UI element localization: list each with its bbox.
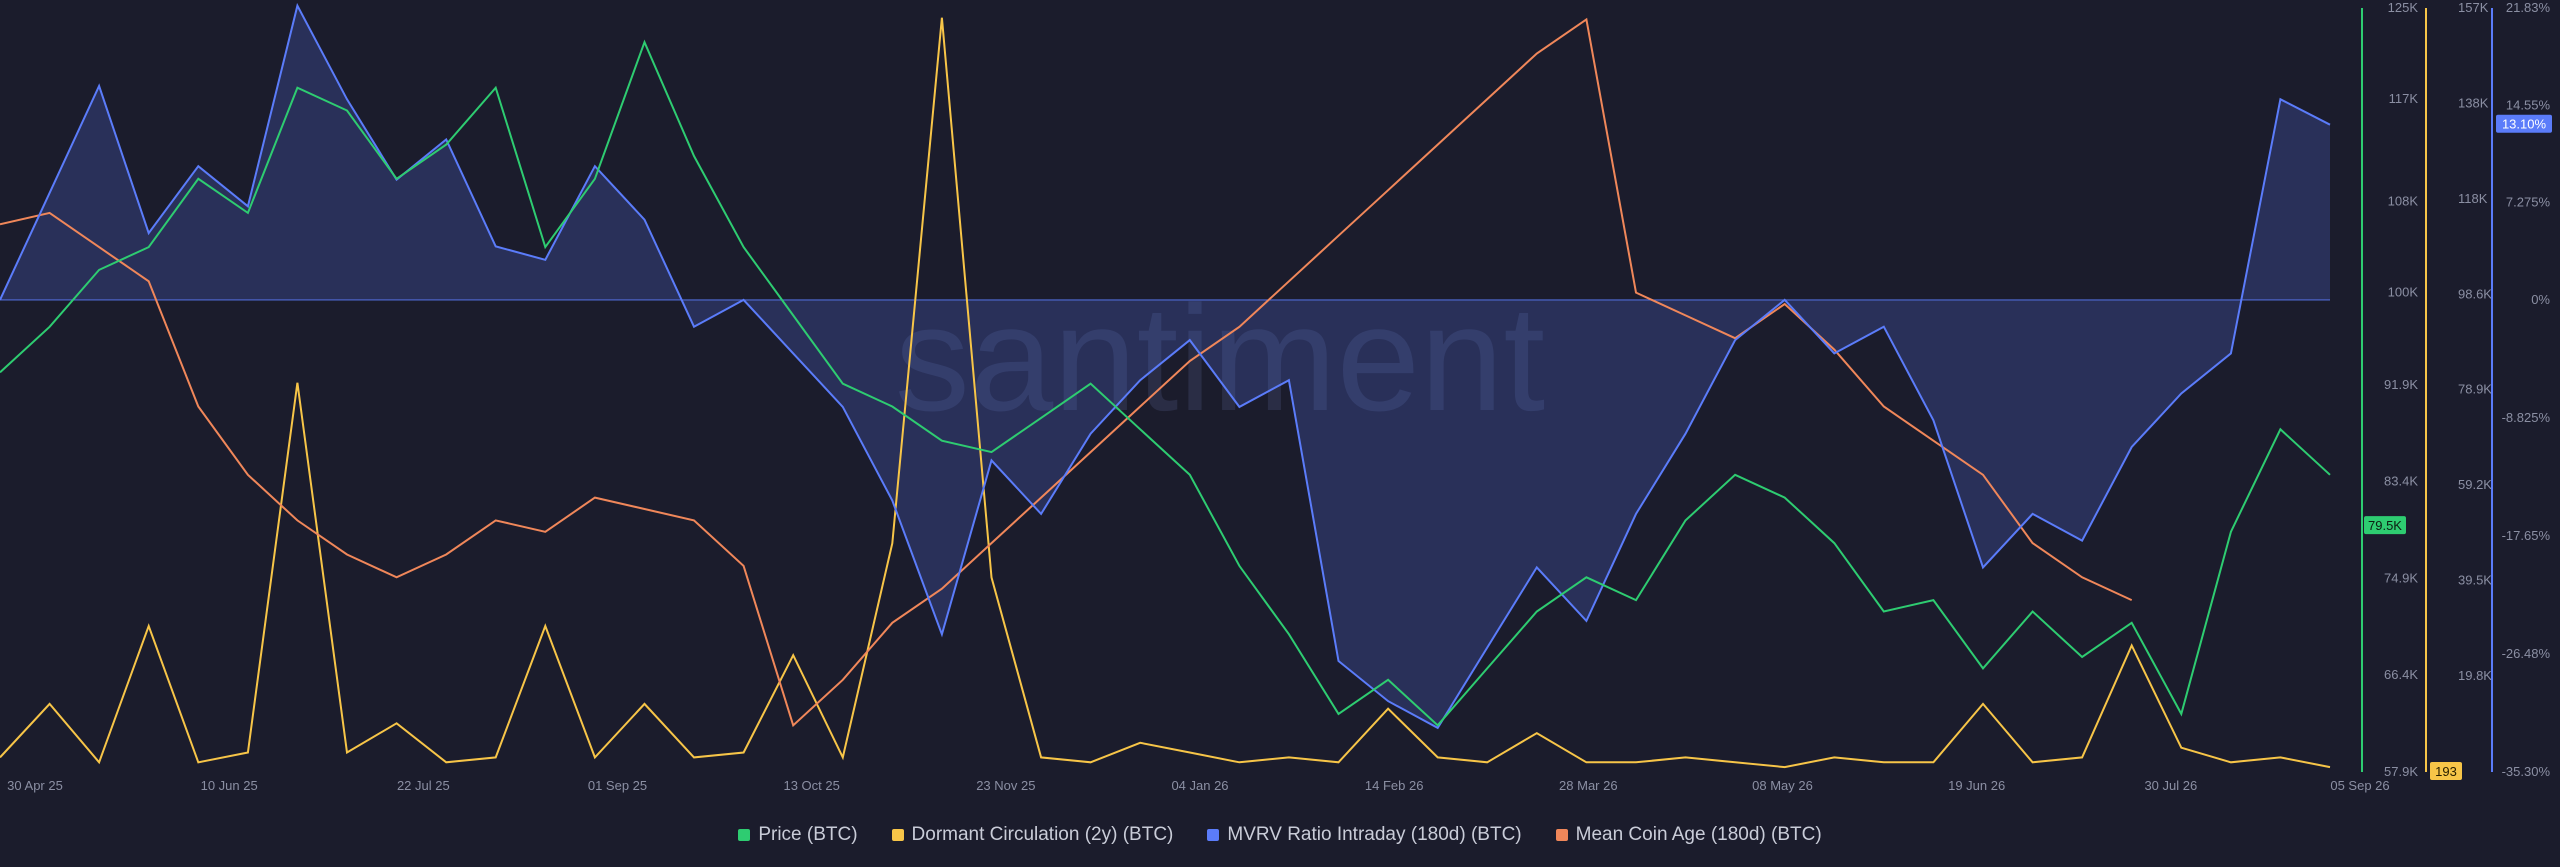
dormant-axis-tick: 118K — [2458, 191, 2488, 206]
dormant-axis-tick: 157K — [2458, 0, 2489, 15]
legend-label-dormant-circulation: Dormant Circulation (2y) (BTC) — [911, 824, 1174, 845]
mvrv-axis-tick: 21.83% — [2506, 0, 2551, 15]
mvrv-axis-tick: -26.48% — [2502, 646, 2551, 661]
legend-label-mean-coin-age: Mean Coin Age (180d) (BTC) — [1575, 824, 1822, 845]
dormant-circulation-line — [0, 17, 2331, 769]
price-axis-tick: 83.4K — [2384, 474, 2418, 489]
dormant-badge: 193 — [2435, 764, 2457, 779]
dormant-badge-bg — [2430, 762, 2462, 780]
dormant-axis-tick: 98.6K — [2458, 286, 2492, 301]
legend-item-mean-coin-age[interactable]: Mean Coin Age (180d) (BTC) — [1555, 824, 1822, 846]
x-axis-tick: 14 Feb 26 — [1365, 778, 1424, 793]
x-axis-tick: 30 Apr 25 — [7, 778, 63, 793]
legend-label-price: Price (BTC) — [758, 824, 858, 845]
mvrv-axis-tick: -17.65% — [2502, 528, 2551, 543]
price-axis-tick: 125K — [2388, 0, 2419, 15]
price-axis-tick: 74.9K — [2384, 570, 2418, 585]
legend-swatch-price — [738, 829, 751, 841]
mvrv-badge: 13.10% — [2502, 117, 2547, 132]
x-axis-tick: 08 May 26 — [1752, 778, 1813, 793]
legend-item-price[interactable]: Price (BTC) — [738, 824, 858, 846]
dormant-axis-tick: 19.8K — [2458, 668, 2492, 683]
mvrv-badge-bg — [2496, 114, 2552, 133]
dormant-axis-tick: 39.5K — [2458, 573, 2492, 588]
x-axis-tick: 04 Jan 26 — [1171, 778, 1228, 793]
x-axis-tick: 19 Jun 26 — [1948, 778, 2005, 793]
legend-swatch-dormant-circulation — [891, 829, 904, 841]
x-axis-tick: 28 Mar 26 — [1559, 778, 1618, 793]
legend-item-mvrv[interactable]: MVRV Ratio Intraday (180d) (BTC) — [1207, 824, 1522, 846]
x-axis-tick: 22 Jul 25 — [397, 778, 450, 793]
dormant-axis-tick: 78.9K — [2458, 382, 2492, 397]
x-axis-tick: 30 Jul 26 — [2144, 778, 2197, 793]
x-axis-tick: 01 Sep 25 — [588, 778, 647, 793]
mvrv-axis-tick: 0% — [2531, 292, 2550, 307]
mvrv-axis-tick: -35.30% — [2502, 764, 2551, 779]
mvrv-axis-tick: 7.275% — [2506, 195, 2551, 210]
dormant-axis-tick: 138K — [2458, 95, 2489, 110]
mvrv-axis-tick: 14.55% — [2506, 97, 2551, 112]
price-line — [0, 39, 2331, 727]
price-axis-tick: 91.9K — [2384, 377, 2418, 392]
x-axis-tick: 13 Oct 25 — [783, 778, 839, 793]
price-badge: 79.5K — [2368, 518, 2402, 533]
dormant-axis-tick: 59.2K — [2458, 477, 2492, 492]
legend-item-dormant-circulation[interactable]: Dormant Circulation (2y) (BTC) — [891, 824, 1174, 846]
x-axis-tick: 10 Jun 25 — [201, 778, 258, 793]
price-badge-bg — [2364, 516, 2406, 535]
chart-canvas: santiment 125K 117K 108K 100K 91.9K 83.4K 74.9K… — [0, 0, 2552, 793]
price-axis-tick: 66.4K — [2384, 667, 2418, 682]
mvrv-axis-tick: -8.825% — [2502, 410, 2551, 425]
price-axis-tick: 108K — [2388, 194, 2419, 209]
chart-legend: Price (BTC) Dormant Circulation (2y) (BT… — [0, 820, 2560, 850]
watermark-text: santiment — [895, 274, 1545, 442]
price-axis-tick: 100K — [2388, 285, 2419, 300]
x-axis-tick: 05 Sep 26 — [2330, 778, 2389, 793]
x-axis-tick: 23 Nov 25 — [976, 778, 1035, 793]
legend-label-mvrv: MVRV Ratio Intraday (180d) (BTC) — [1227, 824, 1522, 845]
legend-swatch-mean-coin-age — [1555, 829, 1568, 841]
price-axis-tick: 57.9K — [2384, 764, 2418, 779]
price-axis-tick: 117K — [2389, 91, 2419, 106]
legend-swatch-mvrv — [1207, 829, 1220, 841]
